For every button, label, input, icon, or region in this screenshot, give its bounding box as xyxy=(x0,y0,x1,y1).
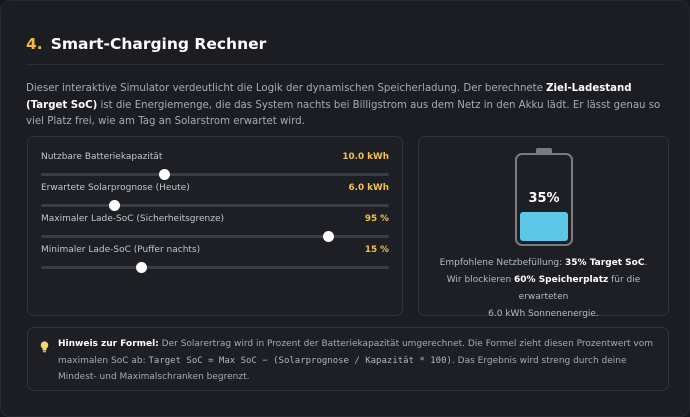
intro-part2: ist die Energiemenge, die das System nac… xyxy=(26,99,661,128)
battery-fill xyxy=(520,212,568,241)
slider-value: 95 % xyxy=(364,214,389,224)
slider-label: Maximaler Lade-SoC (Sicherheitsgrenze) xyxy=(41,214,225,224)
battery-cap xyxy=(536,148,552,153)
summary-text: Empfohlene Netzbefüllung: xyxy=(439,258,566,268)
note-text: Hinweis zur Formel: Der Solarertrag wird… xyxy=(58,336,658,386)
slider-value: 10.0 kWh xyxy=(342,152,389,162)
slider-track[interactable] xyxy=(41,169,389,180)
lightbulb-icon xyxy=(40,341,49,353)
battery-icon: 35% xyxy=(515,153,573,246)
slider-label: Erwartete Solarprognose (Heute) xyxy=(41,183,190,193)
slider-track[interactable] xyxy=(41,231,389,242)
slider-value: 6.0 kWh xyxy=(348,183,389,193)
summary-text: . xyxy=(644,258,648,268)
note-heading: Hinweis zur Formel: xyxy=(58,339,159,349)
intro-part1: Dieser interaktive Simulator verdeutlich… xyxy=(26,83,547,94)
summary-solar: 6.0 kWh Sonnenenergie. xyxy=(488,309,599,319)
summary-target-soc: 35% Target SoC xyxy=(565,258,645,268)
slider-capacity: Nutzbare Batteriekapazität 10.0 kWh xyxy=(41,152,389,180)
slider-max-soc: Maximaler Lade-SoC (Sicherheitsgrenze) 9… xyxy=(41,214,389,242)
battery-percent: 35% xyxy=(528,191,560,206)
slider-min-soc: Minimaler Lade-SoC (Puffer nachts) 15 % xyxy=(41,245,389,273)
slider-thumb[interactable] xyxy=(322,231,334,242)
battery-summary: Empfohlene Netzbefüllung: 35% Target SoC… xyxy=(427,255,660,323)
summary-text: Wir blockieren xyxy=(446,275,515,285)
slider-value: 15 % xyxy=(364,245,389,255)
intro-text: Dieser interaktive Simulator verdeutlich… xyxy=(26,81,666,131)
slider-panel: Nutzbare Batteriekapazität 10.0 kWh Erwa… xyxy=(27,136,403,316)
note-text-part: . Das Ergebnis wird streng durch deine M… xyxy=(58,355,627,383)
formula-note: Hinweis zur Formel: Der Solarertrag wird… xyxy=(27,327,669,391)
slider-thumb[interactable] xyxy=(136,262,148,273)
section-title: 4. Smart-Charging Rechner xyxy=(26,35,665,53)
slider-thumb[interactable] xyxy=(108,200,120,211)
intro-bold: Ziel-Ladestand (Target SoC) xyxy=(26,83,632,111)
section-number: 4. xyxy=(26,35,43,53)
summary-blocked-space: 60% Speicherplatz xyxy=(514,275,609,285)
battery-panel: 35% Empfohlene Netzbefüllung: 35% Target… xyxy=(418,136,669,319)
formula-code: Target SoC = Max SoC − (Solarprognose / … xyxy=(148,355,452,366)
slider-track[interactable] xyxy=(41,262,389,273)
divider xyxy=(26,64,665,65)
slider-solar-forecast: Erwartete Solarprognose (Heute) 6.0 kWh xyxy=(41,183,389,211)
slider-label: Minimaler Lade-SoC (Puffer nachts) xyxy=(41,245,201,255)
slider-label: Nutzbare Batteriekapazität xyxy=(41,152,163,162)
slider-track[interactable] xyxy=(41,200,389,211)
section-title-text: Smart-Charging Rechner xyxy=(50,35,267,53)
slider-thumb[interactable] xyxy=(159,169,171,180)
summary-text: für die erwarteten xyxy=(518,275,641,302)
note-text-part: Der Solarertrag wird in Prozent der Batt… xyxy=(58,339,654,366)
